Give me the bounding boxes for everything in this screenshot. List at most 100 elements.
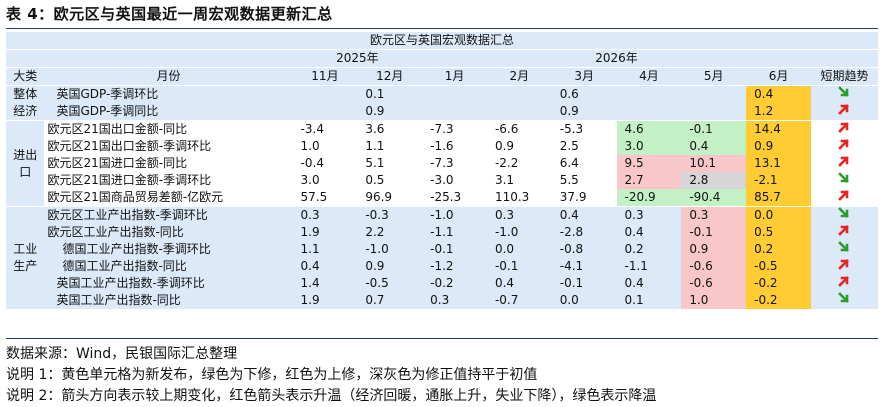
value-cell	[422, 103, 487, 121]
value-cell: -3.0	[422, 172, 487, 189]
value-cell: 0.4	[486, 275, 552, 292]
value-cell: 0.9	[746, 138, 811, 155]
indicator-name: 德国工业产出指数-季调环比	[44, 241, 293, 258]
value-cell: 0.0	[486, 241, 552, 258]
trend-up-arrow-icon	[810, 224, 878, 241]
value-cell: 110.3	[486, 189, 552, 207]
value-cell: 0.4	[681, 138, 747, 155]
value-cell: -2.1	[746, 172, 811, 189]
value-cell: -1.1	[422, 224, 487, 241]
month-header: 4月	[616, 67, 682, 86]
indicator-name: 欧元区工业产出指数-季调环比	[44, 206, 293, 224]
indicator-name: 英国工业产出指数-同比	[44, 292, 293, 309]
value-cell: 6.4	[551, 155, 617, 172]
value-cell: 3.6	[357, 120, 423, 138]
value-cell: 0.0	[551, 292, 617, 309]
blank-header	[810, 49, 878, 68]
value-cell: 0.4	[746, 85, 811, 103]
value-cell: 0.3	[422, 292, 487, 309]
month-header: 月份	[44, 67, 293, 86]
value-cell: 0.3	[681, 206, 747, 224]
value-cell: 3.0	[292, 172, 358, 189]
value-cell: 0.9	[486, 138, 552, 155]
value-cell: -1.2	[422, 258, 487, 275]
month-header: 5月	[681, 67, 747, 86]
value-cell: 1.4	[292, 275, 358, 292]
value-cell: 2.2	[357, 224, 423, 241]
value-cell: -1.6	[422, 138, 487, 155]
indicator-name: 欧元区21国商品贸易差额-亿欧元	[44, 189, 293, 207]
value-cell: -1.1	[616, 258, 682, 275]
table-row: 德国工业产出指数-季调环比 1.1 -1.0 -0.1 0.0 -0.8 0.2 0.9 0.2	[6, 241, 878, 258]
trend-up-arrow-icon	[810, 138, 878, 155]
value-cell	[681, 103, 747, 121]
month-header: 6月	[746, 67, 811, 86]
value-cell: 10.1	[681, 155, 747, 172]
value-cell: 0.3	[292, 206, 358, 224]
year-2025-header: 2025年	[292, 49, 423, 68]
value-cell: 0.4	[616, 275, 682, 292]
bottom-rule	[6, 338, 878, 339]
value-cell: 1.9	[292, 292, 358, 309]
value-cell: 3.0	[616, 138, 682, 155]
month-header: 11月	[292, 67, 358, 86]
value-cell: -0.1	[486, 258, 552, 275]
value-cell: 0.9	[357, 258, 423, 275]
table-row: 欧元区21国进口金额-季调环比 3.0 0.5 -3.0 3.1 5.5 2.7 2.8 -2.…	[6, 172, 878, 189]
value-cell: -3.4	[292, 120, 358, 138]
indicator-name: 欧元区21国进口金额-季调环比	[44, 172, 293, 189]
value-cell: 85.7	[746, 189, 811, 207]
indicator-name: 欧元区21国进口金额-同比	[44, 155, 293, 172]
trend-down-arrow-icon	[810, 206, 878, 224]
value-cell: -0.2	[746, 275, 811, 292]
value-cell: -20.9	[616, 189, 682, 207]
trend-up-arrow-icon	[810, 189, 878, 207]
value-cell: -1.0	[486, 224, 552, 241]
value-cell: 0.0	[746, 206, 811, 224]
trend-up-arrow-icon	[810, 103, 878, 121]
table-row: 进出 口欧元区21国出口金额-同比 -3.4 3.6 -7.3 -6.6 -5.3 4.6-…	[6, 120, 878, 207]
value-cell: 0.7	[357, 292, 423, 309]
month-header: 3月	[551, 67, 617, 86]
value-cell: -0.3	[357, 206, 423, 224]
value-cell: -0.6	[681, 258, 747, 275]
value-cell: 0.1	[357, 85, 423, 103]
table-row: 英国工业产出指数-同比 1.9 0.7 0.3 -0.7 0.0 0.1 1.0 -0.2	[6, 292, 878, 309]
value-cell: 0.4	[551, 206, 617, 224]
value-cell: -1.0	[422, 206, 487, 224]
value-cell	[616, 85, 682, 103]
value-cell: 14.4	[746, 120, 811, 138]
trend-down-arrow-icon	[810, 241, 878, 258]
table-row: 英国工业产出指数-季调环比 1.4 -0.5 -0.2 0.4 -0.1 0.4 -0.6 -0…	[6, 275, 878, 292]
macro-data-table: 欧元区与英国宏观数据汇总 2025年 2026年 大类 月份 11月 12月 1…	[6, 32, 878, 309]
value-cell: -0.1	[681, 224, 747, 241]
value-cell: -90.4	[681, 189, 747, 207]
trend-down-arrow-icon	[810, 85, 878, 103]
table-row: 欧元区21国商品贸易差额-亿欧元 57.5 96.9 -25.3 110.3 37.9 -2…	[6, 189, 878, 207]
value-cell: 0.2	[746, 241, 811, 258]
value-cell: -0.2	[422, 275, 487, 292]
value-cell: -5.3	[551, 120, 617, 138]
value-cell: 1.0	[681, 292, 747, 309]
table-row: 欧元区21国进口金额-同比 -0.4 5.1 -7.3 -2.2 6.4 9.5 10.1 13…	[6, 155, 878, 172]
value-cell: 37.9	[551, 189, 617, 207]
indicator-name: 英国GDP-季调同比	[44, 103, 293, 121]
value-cell: 13.1	[746, 155, 811, 172]
value-cell: -2.2	[486, 155, 552, 172]
trend-down-arrow-icon	[810, 292, 878, 309]
value-cell	[486, 85, 552, 103]
note-1: 说明 1：黄色单元格为新发布，绿色为下修，红色为上修，深灰色为修正值持平于初值	[6, 367, 538, 383]
value-cell: 0.1	[616, 292, 682, 309]
value-cell: -0.8	[551, 241, 617, 258]
table-row: 欧元区21国出口金额-季调环比 1.0 1.1 -1.6 0.9 2.5 3.0 0.4 0.9	[6, 138, 878, 155]
value-cell: -1.0	[357, 241, 423, 258]
table-row: 欧元区工业产出指数-同比 1.9 2.2 -1.1 -1.0 -2.8 0.4 -0.1 0.5	[6, 224, 878, 241]
indicator-name: 欧元区工业产出指数-同比	[44, 224, 293, 241]
value-cell: 5.1	[357, 155, 423, 172]
value-cell: -0.2	[746, 292, 811, 309]
value-cell: 2.8	[681, 172, 747, 189]
value-cell: 0.6	[551, 85, 617, 103]
value-cell: -0.1	[681, 120, 747, 138]
top-rule	[6, 28, 878, 29]
trend-up-arrow-icon	[810, 258, 878, 275]
